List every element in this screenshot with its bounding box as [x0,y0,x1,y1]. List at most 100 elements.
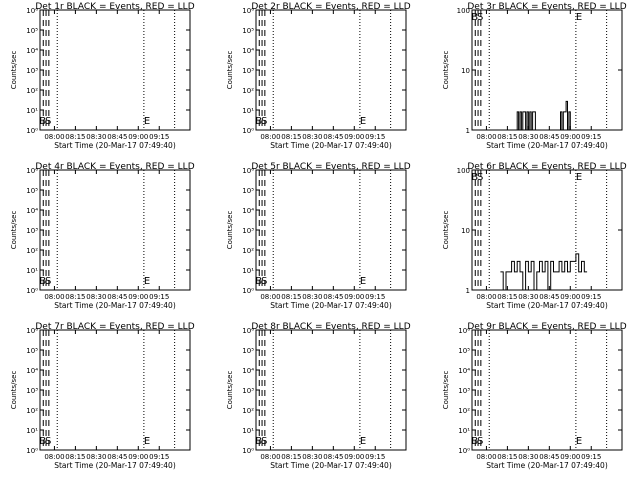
marker-letter-b: B [39,276,46,287]
x-tick-label: 09:00 [128,293,148,301]
marker-letter-b: B [39,436,46,447]
plot-frame [255,9,407,131]
y-tick-label: 10⁴ [26,207,38,215]
x-tick-label: 08:00 [44,133,64,141]
chart-panel-4: Det 4r BLACK = Events, RED = LLD 10⁰ 10¹ 10… [10,162,195,310]
x-tick-label: 08:15 [65,453,85,461]
chart-title: Det 4r BLACK = Events, RED = LLD [35,162,194,172]
marker-letter-b: B [255,436,262,447]
marker-letter-s: S [477,172,483,183]
y-tick-label: 10⁴ [458,367,470,375]
x-tick-label: 08:45 [323,453,343,461]
marker-letter-s: S [45,276,51,287]
x-tick-label: 09:15 [365,453,385,461]
y-tick-label: 10² [458,407,470,415]
events-series-line [500,253,588,291]
y-tick-label: 10⁵ [242,187,254,195]
chart-panel-8: Det 8r BLACK = Events, RED = LLD 10⁰ 10¹ 10… [226,322,411,470]
x-tick-label: 08:45 [107,293,127,301]
x-axis-label: Start Time (20-Mar-17 07:49:40) [54,301,176,310]
y-tick-label: 10³ [458,387,470,395]
events-series-line [559,100,571,131]
x-tick-label: 09:15 [581,133,601,141]
y-tick-label: 10⁵ [242,347,254,355]
marker-letter-b: B [39,116,46,127]
y-axis-label: Counts/sec [442,211,450,250]
y-tick-label: 10² [242,247,254,255]
marker-letter-b: B [471,172,478,183]
y-tick-label: 10⁰ [26,447,38,455]
y-tick-label: 10⁵ [26,187,38,195]
y-tick-label: 1 [466,287,470,295]
marker-letter-b: B [255,116,262,127]
y-tick-label: 10⁶ [458,327,470,335]
chart-title: Det 9r BLACK = Events, RED = LLD [467,322,626,332]
marker-letter-b: B [471,12,478,23]
y-tick-label: 10³ [242,67,254,75]
y-tick-label: 10¹ [26,427,38,435]
y-tick-label: 10⁰ [26,127,38,135]
x-tick-label: 08:45 [323,293,343,301]
y-tick-label: 10¹ [458,427,470,435]
y-tick-label: 10² [26,407,38,415]
x-axis-label: Start Time (20-Mar-17 07:49:40) [270,141,392,150]
x-axis-label: Start Time (20-Mar-17 07:49:40) [54,141,176,150]
x-tick-label: 08:00 [476,293,496,301]
y-tick-label: 10⁴ [26,367,38,375]
y-tick-label: 10 [461,67,470,75]
x-tick-label: 08:30 [518,293,538,301]
x-tick-label: 09:00 [560,293,580,301]
x-tick-label: 09:00 [344,133,364,141]
chart-panel-2: Det 2r BLACK = Events, RED = LLD 10⁰ 10¹ 10… [226,2,411,150]
marker-letter-e: E [576,436,582,447]
marker-letter-e: E [576,12,582,23]
x-tick-label: 08:30 [518,453,538,461]
x-tick-label: 09:15 [149,133,169,141]
plot-frame [471,9,623,131]
y-tick-label: 10² [26,87,38,95]
y-tick-label: 10⁶ [26,7,38,15]
x-tick-label: 08:00 [44,453,64,461]
y-axis-label: Counts/sec [10,371,18,410]
y-tick-label: 10¹ [242,267,254,275]
y-tick-label: 10³ [26,227,38,235]
y-tick-label: 10⁰ [26,287,38,295]
x-axis-label: Start Time (20-Mar-17 07:49:40) [270,461,392,470]
y-tick-label: 10⁰ [242,447,254,455]
chart-title: Det 2r BLACK = Events, RED = LLD [251,2,410,12]
x-tick-label: 08:00 [260,293,280,301]
y-tick-label: 10⁵ [26,347,38,355]
y-tick-label: 10³ [26,387,38,395]
x-axis-label: Start Time (20-Mar-17 07:49:40) [486,461,608,470]
x-tick-label: 08:30 [302,293,322,301]
x-tick-label: 09:15 [581,453,601,461]
marker-letter-e: E [576,172,582,183]
marker-letter-e: E [360,436,366,447]
marker-letter-b: B [255,276,262,287]
y-tick-label: 100 [457,7,470,15]
x-tick-label: 09:00 [344,453,364,461]
marker-letter-e: E [360,276,366,287]
plot-frame [471,329,623,451]
x-tick-label: 08:45 [539,453,559,461]
chart-title: Det 6r BLACK = Events, RED = LLD [467,162,626,172]
x-tick-label: 08:00 [476,133,496,141]
y-tick-label: 10¹ [26,107,38,115]
marker-letter-s: S [45,116,51,127]
y-axis-label: Counts/sec [226,51,234,90]
y-tick-label: 10³ [242,227,254,235]
plot-frame [255,169,407,291]
x-tick-label: 08:30 [302,133,322,141]
plot-frame [39,329,191,451]
marker-letter-s: S [477,436,483,447]
y-tick-label: 1 [466,127,470,135]
x-tick-label: 08:00 [44,293,64,301]
chart-panel-1: Det 1r BLACK = Events, RED = LLD 10⁰ 10¹ 10… [10,2,195,150]
y-tick-label: 10⁶ [242,167,254,175]
x-tick-label: 08:45 [107,133,127,141]
marker-letter-b: B [471,436,478,447]
events-series-line [515,111,536,131]
y-tick-label: 10³ [26,67,38,75]
y-tick-label: 10⁰ [242,287,254,295]
